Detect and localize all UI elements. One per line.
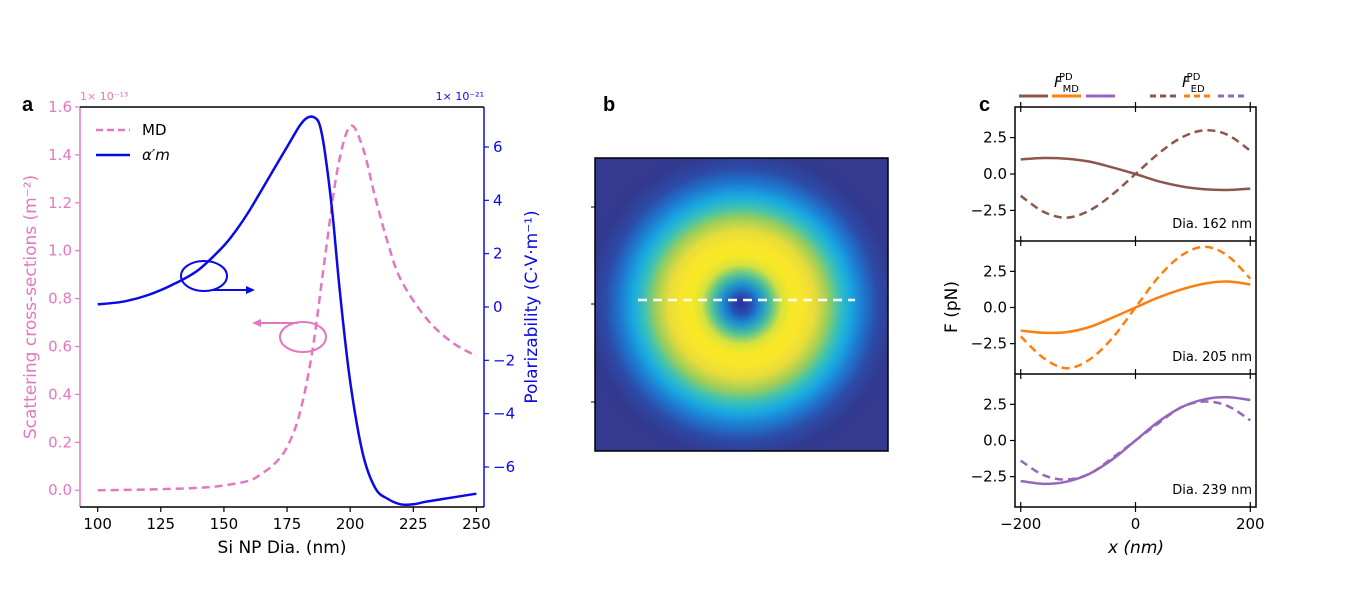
right-y-tick-label: 2 bbox=[493, 245, 503, 263]
legend-alpha-label: α′m bbox=[142, 146, 170, 164]
left-y-tick-label: 0.4 bbox=[48, 385, 72, 403]
panel-a-ticks: 100 125 150 175 200 225 250 0.0 0.2 0.4 0.6 0.8 1.0 1… bbox=[48, 98, 515, 533]
panel-a-legend: MD α′m bbox=[96, 121, 170, 164]
y-tick-label: 0.0 bbox=[983, 299, 1007, 317]
right-y-tick-label: −2 bbox=[493, 351, 515, 369]
heatmap-donut bbox=[595, 158, 888, 451]
subplot-2-md-line bbox=[1020, 280, 1251, 335]
x-tick-label: 125 bbox=[146, 515, 175, 533]
x-tick-label: 150 bbox=[210, 515, 239, 533]
panel-c-x-axis-label: x (nm) bbox=[1107, 538, 1164, 558]
subplot-1-ed-line bbox=[1019, 128, 1252, 219]
right-y-tick-label: 6 bbox=[493, 138, 503, 156]
y-tick-label: 2.5 bbox=[983, 395, 1007, 413]
panel-a-left-y-axis-label: Scattering cross-sections (m⁻²) bbox=[21, 175, 41, 439]
right-y-tick-label: 0 bbox=[493, 298, 503, 316]
panel-a-right-y-axis-label: Polarizability (C·V·m⁻¹) bbox=[522, 210, 542, 403]
subplot-2-annotation: Dia. 205 nm bbox=[1172, 350, 1252, 365]
left-y-tick-label: 1.4 bbox=[48, 146, 72, 164]
panel-b-heatmap bbox=[591, 157, 889, 452]
panel-a-series bbox=[97, 115, 478, 507]
alpha-curve-ellipse bbox=[180, 260, 228, 292]
x-tick-label: 250 bbox=[462, 515, 491, 533]
panel-label-c: c bbox=[979, 94, 990, 116]
left-y-tick-label: 0.8 bbox=[48, 290, 72, 308]
panel-c-chart: FMDPD FEDPD −2.5 0.0 2.5 −2.5 0.0 2.5 −2.5 0.0 2… bbox=[942, 72, 1265, 558]
panel-c-legend: FMDPD FEDPD bbox=[1019, 72, 1247, 98]
left-y-tick-label: 1.2 bbox=[48, 194, 72, 212]
x-tick-label: 200 bbox=[336, 515, 365, 533]
md-left-arrow-head bbox=[252, 319, 261, 327]
panel-c-y-axis-label: F (pN) bbox=[942, 281, 962, 333]
x-tick-label: 200 bbox=[1236, 515, 1265, 533]
x-tick-label: 100 bbox=[83, 515, 112, 533]
x-tick-label: 225 bbox=[399, 515, 428, 533]
y-tick-label: 2.5 bbox=[983, 262, 1007, 280]
legend-md-label: FMDPD bbox=[1054, 72, 1079, 95]
panel-c-series bbox=[1019, 128, 1252, 486]
x-tick-label: −200 bbox=[1000, 515, 1041, 533]
right-y-tick-label: −4 bbox=[493, 405, 515, 423]
y-tick-label: −2.5 bbox=[971, 335, 1007, 353]
panel-label-b: b bbox=[603, 94, 615, 116]
alpha-right-arrow-head bbox=[246, 286, 255, 294]
series-md-line bbox=[97, 124, 478, 492]
x-tick-label: 0 bbox=[1131, 515, 1141, 533]
left-y-tick-label: 0.2 bbox=[48, 433, 72, 451]
right-y-tick-label: 4 bbox=[493, 191, 503, 209]
left-axis-multiplier: 1× 10⁻¹³ bbox=[80, 90, 128, 103]
y-tick-label: −2.5 bbox=[971, 468, 1007, 486]
left-y-tick-label: 1.6 bbox=[48, 98, 72, 116]
right-y-tick-label: −6 bbox=[493, 458, 515, 476]
y-tick-label: 0.0 bbox=[983, 165, 1007, 183]
legend-ed-label: FEDPD bbox=[1182, 72, 1205, 95]
panel-c-ticks: −2.5 0.0 2.5 −2.5 0.0 2.5 −2.5 0.0 2.5 −200 0 200 bbox=[971, 102, 1265, 533]
subplot-3-annotation: Dia. 239 nm bbox=[1172, 483, 1252, 498]
panel-a-annotations bbox=[180, 260, 327, 353]
panel-a-x-axis-label: Si NP Dia. (nm) bbox=[218, 538, 347, 558]
y-tick-label: 2.5 bbox=[983, 129, 1007, 147]
y-tick-label: −2.5 bbox=[971, 201, 1007, 219]
subplot-1-annotation: Dia. 162 nm bbox=[1172, 217, 1252, 232]
left-y-tick-label: 1.0 bbox=[48, 242, 72, 260]
left-y-tick-label: 0.6 bbox=[48, 338, 72, 356]
right-axis-multiplier: 1× 10⁻²¹ bbox=[436, 90, 484, 103]
subplot-2-ed-line bbox=[1019, 245, 1252, 370]
y-tick-label: 0.0 bbox=[983, 432, 1007, 450]
md-curve-ellipse bbox=[279, 321, 327, 353]
x-tick-label: 175 bbox=[273, 515, 302, 533]
legend-md-label: MD bbox=[142, 121, 167, 139]
panel-a-chart: 100 125 150 175 200 225 250 0.0 0.2 0.4 0.6 0.8 1.0 1… bbox=[21, 90, 542, 558]
left-y-tick-label: 0.0 bbox=[48, 481, 72, 499]
panel-label-a: a bbox=[22, 94, 34, 116]
subplot-3-ed-line bbox=[1020, 400, 1251, 481]
